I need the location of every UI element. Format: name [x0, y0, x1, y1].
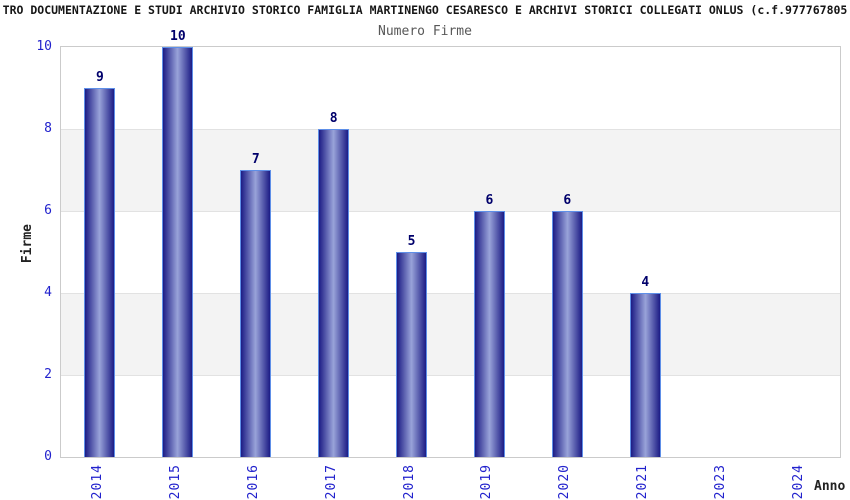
gridline [61, 211, 840, 212]
y-tick-label: 6 [44, 203, 52, 218]
bar-2014 [84, 88, 116, 457]
bar-2015 [162, 47, 194, 457]
x-tick-label: 2023 [713, 464, 729, 500]
x-tick-label: 2015 [167, 464, 183, 500]
bar-2021 [629, 293, 661, 457]
y-tick-label: 0 [44, 449, 52, 464]
x-tick-label: 2024 [791, 464, 807, 500]
bar-value-label: 7 [251, 152, 260, 167]
y-tick-label: 4 [44, 285, 52, 300]
bar-value-label: 9 [96, 70, 104, 85]
x-tick-label: 2017 [323, 464, 339, 500]
x-tick-label: 2018 [401, 464, 417, 500]
bar-value-label: 6 [563, 193, 572, 208]
y-tick-label: 8 [44, 121, 52, 136]
bar-2018 [396, 252, 428, 457]
bar-value-label: 6 [485, 193, 494, 208]
bar-value-label: 4 [641, 275, 650, 290]
x-tick-label: 2019 [479, 464, 495, 500]
gridline [61, 293, 840, 294]
y-axis-title: Firme [20, 224, 35, 264]
bar-2020 [551, 211, 583, 457]
bar-value-label: 10 [170, 29, 186, 44]
x-tick-label: 2021 [635, 464, 651, 500]
chart-title: TRO DOCUMENTAZIONE E STUDI ARCHIVIO STOR… [2, 3, 848, 17]
plot-area: 9 10 7 8 5 6 6 4 [60, 29, 841, 458]
y-tick-label: 2 [44, 367, 52, 382]
bar-2019 [473, 211, 505, 457]
y-tick-label: 10 [36, 39, 52, 54]
bar-2016 [240, 170, 272, 457]
x-axis-title: Anno [814, 479, 846, 494]
x-tick-label: 2014 [89, 464, 105, 500]
bar-value-label: 8 [329, 111, 338, 126]
x-tick-label: 2020 [557, 464, 573, 500]
x-tick-label: 2016 [245, 464, 261, 500]
chart-subtitle: Numero Firme [378, 24, 472, 39]
gridline [61, 129, 840, 130]
bar-2017 [318, 129, 350, 457]
gridline [61, 375, 840, 376]
bar-value-label: 5 [407, 234, 416, 249]
